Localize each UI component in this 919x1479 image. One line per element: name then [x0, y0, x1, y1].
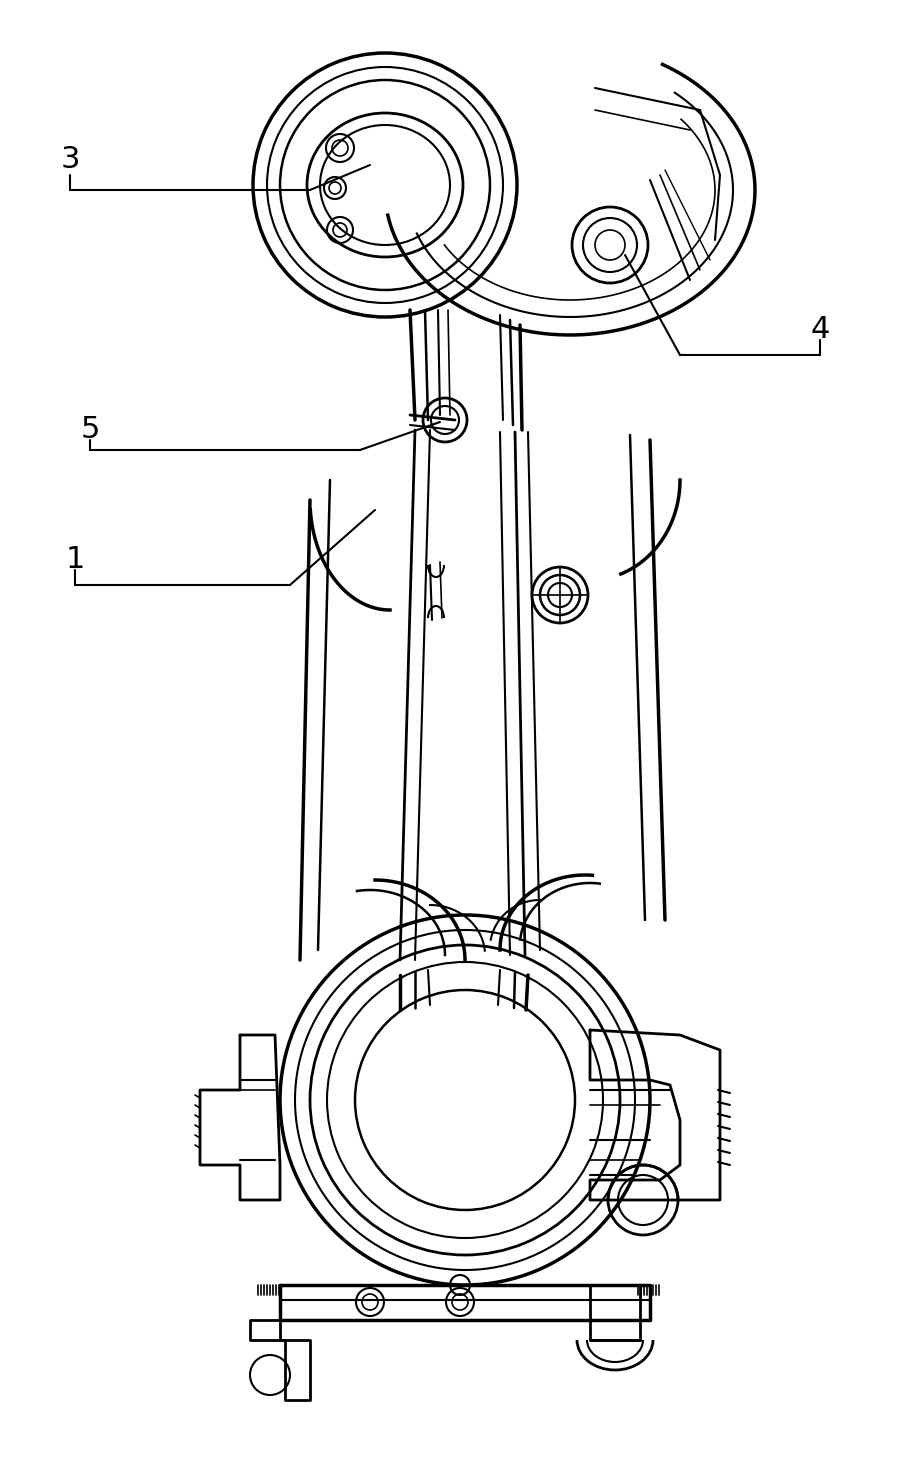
- Text: 1: 1: [65, 546, 85, 574]
- Text: 4: 4: [810, 315, 829, 345]
- Text: 5: 5: [80, 416, 99, 445]
- Text: 3: 3: [60, 145, 80, 175]
